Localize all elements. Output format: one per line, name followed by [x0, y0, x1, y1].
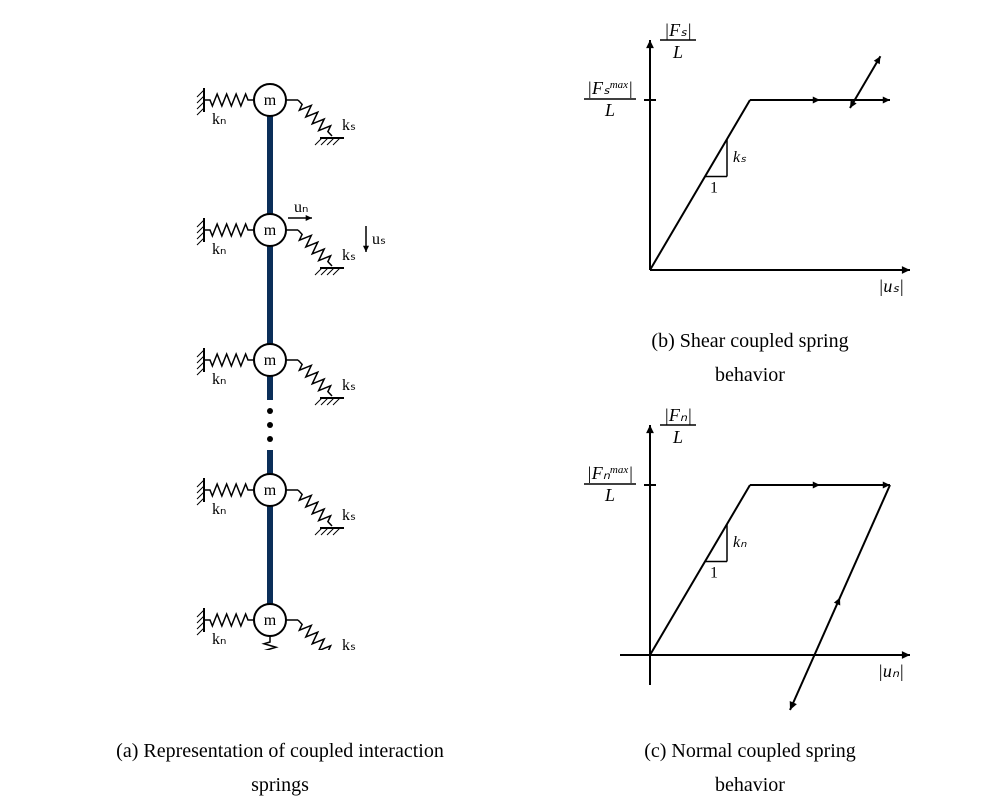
svg-text:kₙ: kₙ — [212, 371, 226, 388]
svg-text:kₛ: kₛ — [342, 377, 356, 394]
svg-text:kₙ: kₙ — [212, 631, 226, 648]
panel-a-springs-diagram: mkₙkₛmkₙkₛmkₙkₛmkₙkₛmkₙkₛkuₙuₛ — [170, 60, 390, 650]
svg-text:kₛ: kₛ — [342, 507, 356, 524]
svg-text:uₙ: uₙ — [294, 199, 308, 216]
svg-text:m: m — [264, 92, 277, 109]
svg-text:m: m — [264, 482, 277, 499]
svg-text:kₛ: kₛ — [342, 637, 356, 650]
svg-text:L: L — [604, 100, 615, 120]
svg-text:kₙ: kₙ — [212, 241, 226, 258]
panel-c-normal-graph: |Fₙ|L|uₙ||Fₙmax|Lkₙ1 — [560, 390, 940, 725]
panel-a-caption-line1: (a) Representation of coupled interactio… — [80, 740, 480, 763]
svg-text:L: L — [672, 42, 683, 62]
svg-text:kₙ: kₙ — [212, 111, 226, 128]
svg-text:L: L — [672, 427, 683, 447]
panel-c-caption-line2: behavior — [560, 774, 940, 797]
panel-b-caption-line2: behavior — [560, 364, 940, 387]
svg-text:L: L — [604, 485, 615, 505]
panel-c-caption-line1: (c) Normal coupled spring — [560, 740, 940, 763]
svg-text:m: m — [264, 352, 277, 369]
svg-text:kₙ: kₙ — [212, 501, 226, 518]
svg-text:kₛ: kₛ — [342, 117, 356, 134]
panel-a-caption-line2: springs — [80, 774, 480, 797]
panel-b-caption-line1: (b) Shear coupled spring — [560, 330, 940, 353]
svg-text:|Fₙmax|: |Fₙmax| — [587, 463, 633, 483]
svg-text:1: 1 — [710, 565, 718, 582]
svg-text:uₛ: uₛ — [372, 231, 386, 248]
svg-text:kₛ: kₛ — [342, 247, 356, 264]
svg-text:m: m — [264, 222, 277, 239]
figure-root: { "figure": { "background_color": "#ffff… — [0, 0, 1008, 806]
svg-text:|uₛ|: |uₛ| — [878, 276, 904, 296]
svg-text:kₛ: kₛ — [733, 149, 747, 166]
svg-text:kₙ: kₙ — [733, 534, 747, 551]
svg-text:|Fₛmax|: |Fₛmax| — [587, 78, 633, 98]
panel-b-shear-graph: |Fₛ|L|uₛ||Fₛmax|Lkₛ1 — [560, 10, 940, 310]
svg-text:m: m — [264, 612, 277, 629]
svg-text:1: 1 — [710, 180, 718, 197]
svg-text:|Fₛ|: |Fₛ| — [664, 20, 692, 40]
svg-text:|uₙ|: |uₙ| — [878, 661, 904, 681]
svg-text:|Fₙ|: |Fₙ| — [664, 405, 692, 425]
